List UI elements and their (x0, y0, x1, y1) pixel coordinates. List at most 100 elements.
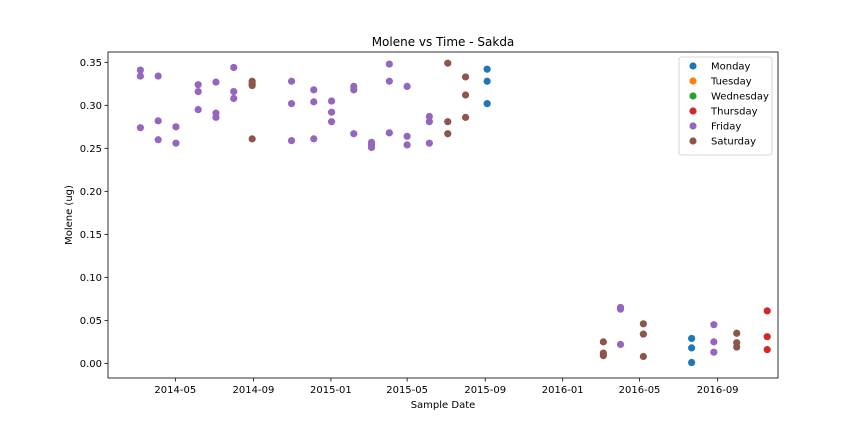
friday-point (310, 98, 318, 106)
friday-point (327, 108, 336, 116)
legend-wednesday-marker (689, 92, 697, 100)
monday-point (688, 358, 696, 367)
friday-point (287, 77, 296, 85)
legend-monday-marker (689, 62, 697, 70)
x-tick-label: 2014-05 (154, 385, 196, 396)
friday-point (385, 60, 393, 68)
y-tick-label: 0.25 (80, 144, 102, 155)
monday-point (688, 334, 696, 343)
saturday-point (444, 118, 452, 126)
y-tick-label: 0.30 (80, 101, 102, 112)
saturday-point (599, 352, 607, 360)
friday-point (350, 86, 358, 94)
x-axis-ticks: 2014-05 2014-09 2015-01 2015-05 2015-09 2016-… (154, 378, 739, 396)
friday-point (350, 130, 358, 138)
saturday-point (599, 338, 607, 346)
friday-point (154, 72, 162, 80)
x-tick-label: 2015-01 (310, 385, 352, 396)
friday-point (403, 82, 411, 91)
monday-point (483, 100, 491, 108)
y-axis-label: Molene (ug) (64, 185, 75, 245)
legend-friday-label: Friday (711, 122, 741, 133)
friday-point (287, 100, 296, 108)
saturday-point (461, 91, 470, 99)
friday-point (172, 123, 180, 131)
saturday-point (733, 343, 741, 351)
thursday-point (763, 333, 771, 341)
friday-point (425, 112, 433, 121)
y-tick-label: 0.10 (80, 273, 102, 284)
saturday-point (639, 320, 647, 328)
saturday-point (639, 330, 647, 338)
friday-point (425, 118, 433, 126)
legend-tuesday-marker (689, 77, 697, 85)
x-tick-label: 2015-05 (386, 385, 428, 396)
friday-point (136, 66, 144, 74)
thursday-point (763, 307, 771, 315)
x-tick-label: 2016-05 (619, 385, 661, 396)
legend-friday-marker (689, 122, 697, 130)
y-tick-label: 0.20 (80, 187, 102, 198)
friday-point (136, 72, 144, 80)
friday-point (194, 81, 202, 89)
friday-point (230, 94, 238, 103)
friday-point (710, 348, 718, 356)
y-tick-label: 0.15 (80, 230, 102, 241)
x-tick-label: 2016-01 (542, 385, 584, 396)
saturday-point (461, 73, 470, 81)
friday-point (710, 321, 718, 329)
x-tick-label: 2014-09 (233, 385, 275, 396)
friday-point (230, 63, 238, 72)
legend: Monday Tuesday Wednesday Thursday Friday Satu… (678, 56, 773, 156)
friday-point (172, 139, 180, 147)
friday-point (616, 305, 625, 313)
saturday-point (444, 130, 452, 138)
x-tick-label: 2016-09 (697, 385, 739, 396)
friday-point (194, 106, 202, 114)
legend-saturday-label: Saturday (711, 137, 756, 148)
friday-point (212, 113, 220, 121)
friday-point (403, 132, 411, 140)
y-tick-label: 0.35 (80, 58, 102, 69)
monday-point (483, 77, 491, 85)
saturday-point (733, 329, 741, 337)
friday-point (212, 78, 220, 86)
friday-point (385, 77, 393, 85)
friday-point (327, 97, 336, 105)
friday-point (425, 139, 433, 147)
legend-tuesday-label: Tuesday (710, 77, 752, 88)
saturday-point (248, 135, 256, 143)
legend-thursday-marker (689, 107, 697, 115)
saturday-point (444, 59, 452, 67)
plot-area-frame (107, 51, 779, 379)
friday-point (710, 338, 718, 346)
x-axis-label: Sample Date (411, 400, 476, 411)
y-tick-label: 0.05 (80, 316, 102, 327)
friday-point (403, 141, 411, 149)
x-tick-label: 2015-09 (464, 385, 506, 396)
legend-thursday-label: Thursday (710, 107, 758, 118)
saturday-point (248, 81, 256, 90)
data-points (136, 59, 771, 367)
saturday-point (461, 113, 470, 121)
legend-wednesday-label: Wednesday (711, 92, 769, 103)
friday-point (136, 124, 144, 132)
friday-point (194, 87, 202, 96)
monday-point (688, 344, 696, 352)
friday-point (367, 143, 376, 152)
friday-point (154, 117, 162, 125)
legend-box (678, 56, 773, 156)
friday-point (385, 129, 393, 137)
chart-title: Molene vs Time - Sakda (372, 35, 515, 49)
y-tick-label: 0.00 (80, 359, 102, 370)
friday-point (230, 87, 238, 96)
friday-point (287, 136, 296, 145)
y-axis-ticks: 0.00 0.05 0.10 0.15 0.20 0.25 0.30 0.35 (80, 58, 108, 370)
thursday-point (763, 346, 771, 354)
friday-point (327, 118, 336, 126)
legend-monday-label: Monday (711, 62, 751, 73)
friday-point (154, 136, 162, 144)
friday-point (616, 340, 625, 349)
